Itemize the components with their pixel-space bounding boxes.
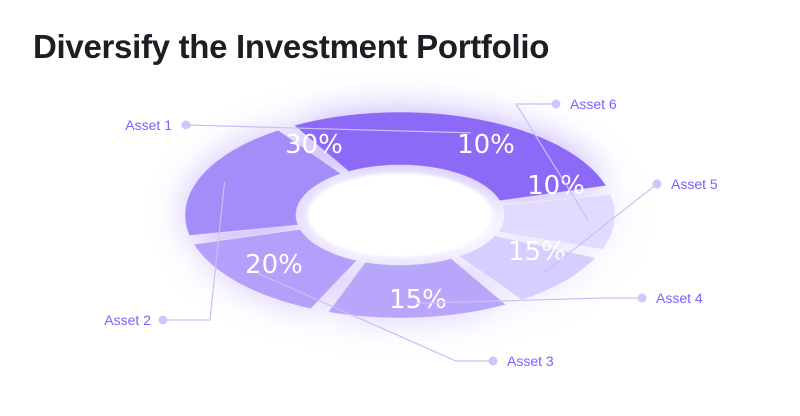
slice-asset-3 (193, 228, 358, 310)
data-label-1: 30% (285, 130, 343, 160)
slice-asset-1 (293, 111, 607, 202)
leader-line-6 (163, 181, 226, 321)
slice-asset-2 (184, 129, 343, 237)
leader-dot-1 (181, 120, 191, 130)
leader-line-1 (185, 124, 471, 134)
leader-line-3 (544, 183, 658, 273)
data-labels: 30% 10% 10% 15% 15% 20% (245, 130, 585, 315)
hole-shape (308, 173, 492, 257)
data-label-2: 10% (457, 130, 515, 160)
data-label-3: 10% (527, 171, 585, 201)
legend-label-4: Asset 4 (656, 290, 703, 306)
donut-slices (184, 111, 616, 319)
legend-label-3: Asset 5 (671, 176, 718, 192)
chart-title: Diversify the Investment Portfolio (33, 28, 550, 65)
legend-label-2: Asset 6 (570, 96, 617, 112)
leader-dot-5 (488, 356, 498, 366)
leader-line-4 (416, 297, 642, 304)
data-label-6: 20% (245, 250, 303, 280)
callouts: Asset 1 Asset 6 Asset 5 Asset 4 Asset 3 Asset… (104, 96, 718, 369)
data-label-5: 15% (389, 285, 447, 315)
legend-label-5: Asset 3 (507, 353, 554, 369)
legend-label-1: Asset 1 (125, 117, 172, 133)
data-label-4: 15% (508, 237, 566, 267)
leader-dot-3 (652, 179, 662, 189)
leader-dot-2 (551, 99, 561, 109)
donut-hole (308, 173, 492, 257)
leader-dot-4 (637, 293, 647, 303)
legend-label-6: Asset 2 (104, 312, 151, 328)
slice-asset-6 (497, 193, 616, 250)
slice-asset-4 (327, 257, 507, 319)
leader-dot-6 (158, 315, 168, 325)
leader-line-2 (514, 103, 590, 222)
leader-line-5 (256, 272, 493, 362)
